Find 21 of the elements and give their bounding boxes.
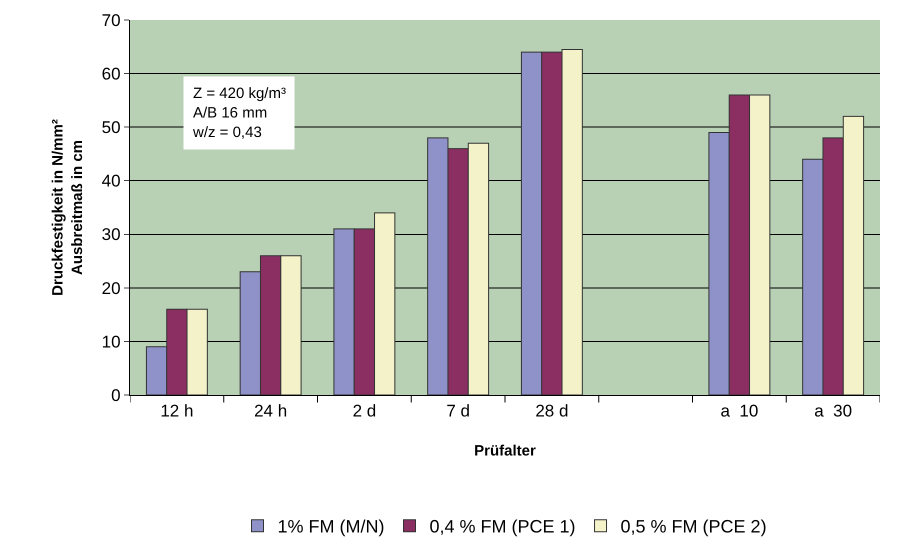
x-tick-label: 12 h xyxy=(160,401,194,420)
y-tick-label: 50 xyxy=(102,118,121,138)
legend-label: 1% FM (M/N) xyxy=(278,516,384,537)
y-axis-title: Druckfestigkeit in N/mm² Ausbreitmaß in cm xyxy=(49,119,86,296)
annotation: Z = 420 kg/m³ A/B 16 mm w/z = 0,43 xyxy=(192,85,286,141)
x-tick-label: 2 d xyxy=(352,401,376,420)
x-tick-label: a 30 xyxy=(814,401,852,420)
y-tick-label: 30 xyxy=(102,225,121,244)
y-tick-label: 10 xyxy=(102,332,121,352)
x-tick-label: 7 d xyxy=(446,401,470,420)
legend-label: 0,5 % FM (PCE 2) xyxy=(620,516,767,537)
y-tick-label: 60 xyxy=(102,64,121,84)
x-tick-label: 24 h xyxy=(254,401,288,420)
y-tick-label: 40 xyxy=(102,172,121,191)
legend-label: 0,4 % FM (PCE 1) xyxy=(430,516,576,537)
x-axis-title: Prüfalter xyxy=(474,442,536,460)
y-tick-label: 20 xyxy=(102,278,121,298)
x-tick-label: a 10 xyxy=(720,401,758,420)
x-tick-label: 28 d xyxy=(535,401,568,420)
y-tick-label: 70 xyxy=(102,10,121,30)
y-tick-label: 0 xyxy=(111,386,121,405)
